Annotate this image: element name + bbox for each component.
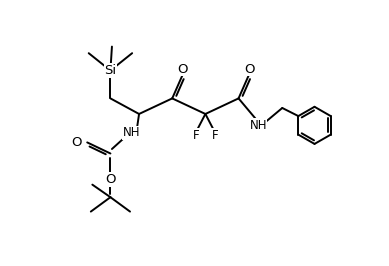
Text: Si: Si (104, 64, 116, 77)
Text: O: O (105, 173, 116, 186)
Text: F: F (193, 129, 199, 142)
Text: O: O (244, 63, 254, 76)
Text: NH: NH (123, 126, 140, 139)
Text: O: O (71, 136, 82, 149)
Text: NH: NH (249, 119, 267, 132)
Text: O: O (177, 63, 188, 76)
Text: F: F (212, 129, 218, 142)
